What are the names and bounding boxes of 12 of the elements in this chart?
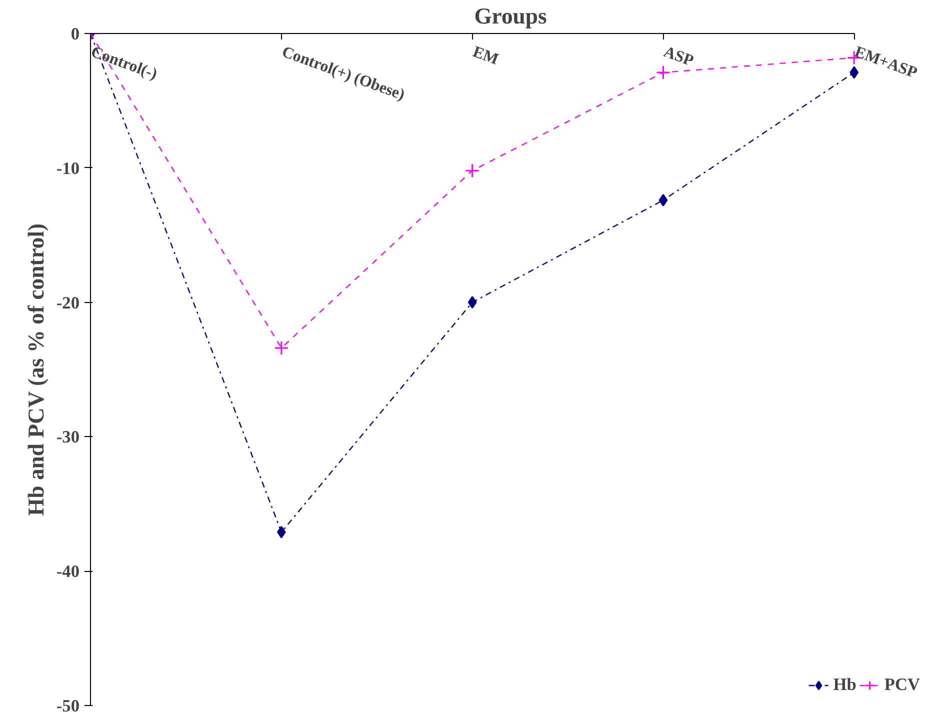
x-axis-title: Groups <box>474 4 547 28</box>
y-axis-title: Hb and PCV (as % of control) <box>23 223 48 516</box>
legend-label: Hb <box>833 675 856 695</box>
y-tick-label: 0 <box>70 24 80 44</box>
x-tick-label: ASP <box>661 44 696 70</box>
legend-label: PCV <box>884 675 920 695</box>
y-tick-label: -10 <box>56 158 80 178</box>
y-tick-label: -50 <box>56 696 80 716</box>
y-tick-label: -40 <box>56 562 80 582</box>
y-tick-label: -30 <box>56 428 80 447</box>
y-tick-label: -20 <box>56 293 80 312</box>
x-tick-label: EM <box>470 44 501 68</box>
